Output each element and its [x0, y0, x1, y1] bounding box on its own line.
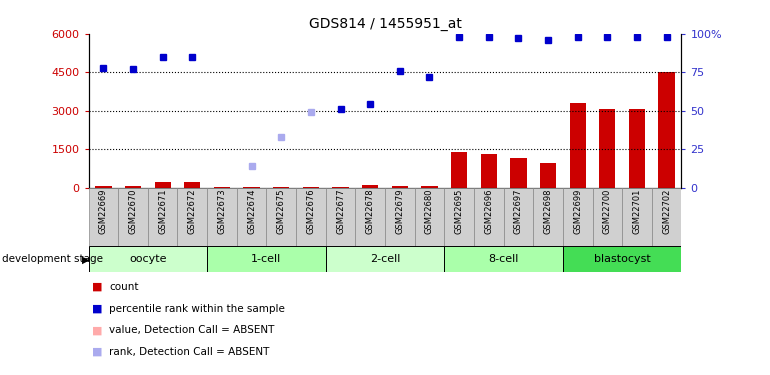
Bar: [599, 110, 615, 188]
Bar: [326, 188, 356, 246]
Text: GSM22669: GSM22669: [99, 189, 108, 234]
Bar: [326, 246, 444, 272]
Bar: [563, 246, 681, 272]
Bar: [415, 188, 444, 246]
Title: GDS814 / 1455951_at: GDS814 / 1455951_at: [309, 17, 461, 32]
Text: ■: ■: [92, 326, 103, 335]
Text: ▶: ▶: [82, 255, 89, 264]
Bar: [362, 185, 378, 188]
Text: blastocyst: blastocyst: [594, 254, 651, 264]
Bar: [296, 188, 326, 246]
Bar: [333, 187, 349, 188]
Bar: [148, 188, 177, 246]
Text: development stage: development stage: [2, 255, 102, 264]
Text: oocyte: oocyte: [129, 254, 166, 264]
Bar: [177, 188, 207, 246]
Bar: [658, 72, 675, 188]
Bar: [651, 188, 681, 246]
Text: GSM22696: GSM22696: [484, 189, 494, 234]
Bar: [444, 188, 474, 246]
Text: 8-cell: 8-cell: [488, 254, 519, 264]
Bar: [593, 188, 622, 246]
Bar: [444, 246, 563, 272]
Bar: [629, 110, 645, 188]
Bar: [125, 186, 141, 188]
Text: GSM22702: GSM22702: [662, 189, 671, 234]
Bar: [511, 158, 527, 188]
Bar: [207, 188, 237, 246]
Text: percentile rank within the sample: percentile rank within the sample: [109, 304, 285, 313]
Bar: [184, 182, 200, 188]
Text: GSM22674: GSM22674: [247, 189, 256, 234]
Bar: [534, 188, 563, 246]
Text: GSM22670: GSM22670: [129, 189, 138, 234]
Bar: [504, 188, 534, 246]
Bar: [273, 187, 290, 188]
Text: GSM22699: GSM22699: [573, 189, 582, 234]
Bar: [480, 154, 497, 188]
Bar: [266, 188, 296, 246]
Bar: [451, 152, 467, 188]
Text: GSM22700: GSM22700: [603, 189, 612, 234]
Bar: [303, 187, 319, 188]
Bar: [385, 188, 415, 246]
Bar: [622, 188, 651, 246]
Bar: [237, 188, 266, 246]
Text: GSM22695: GSM22695: [454, 189, 464, 234]
Bar: [89, 188, 119, 246]
Text: ■: ■: [92, 347, 103, 357]
Text: GSM22677: GSM22677: [336, 189, 345, 234]
Text: 1-cell: 1-cell: [251, 254, 282, 264]
Bar: [214, 187, 230, 188]
Text: GSM22678: GSM22678: [366, 189, 375, 234]
Text: 2-cell: 2-cell: [370, 254, 400, 264]
Text: value, Detection Call = ABSENT: value, Detection Call = ABSENT: [109, 326, 275, 335]
Text: GSM22697: GSM22697: [514, 189, 523, 234]
Bar: [243, 187, 259, 188]
Bar: [563, 188, 593, 246]
Bar: [392, 186, 408, 188]
Bar: [540, 164, 556, 188]
Bar: [119, 188, 148, 246]
Bar: [421, 186, 437, 188]
Text: GSM22672: GSM22672: [188, 189, 197, 234]
Bar: [207, 246, 326, 272]
Bar: [89, 246, 207, 272]
Bar: [474, 188, 504, 246]
Text: GSM22675: GSM22675: [276, 189, 286, 234]
Text: GSM22701: GSM22701: [632, 189, 641, 234]
Text: ■: ■: [92, 304, 103, 313]
Text: ■: ■: [92, 282, 103, 292]
Text: GSM22698: GSM22698: [544, 189, 553, 234]
Text: rank, Detection Call = ABSENT: rank, Detection Call = ABSENT: [109, 347, 270, 357]
Bar: [95, 186, 112, 188]
Bar: [155, 182, 171, 188]
Text: GSM22673: GSM22673: [217, 189, 226, 234]
Text: count: count: [109, 282, 139, 292]
Bar: [570, 103, 586, 188]
Text: GSM22679: GSM22679: [395, 189, 404, 234]
Text: GSM22680: GSM22680: [425, 189, 434, 234]
Bar: [356, 188, 385, 246]
Text: GSM22671: GSM22671: [158, 189, 167, 234]
Text: GSM22676: GSM22676: [306, 189, 316, 234]
